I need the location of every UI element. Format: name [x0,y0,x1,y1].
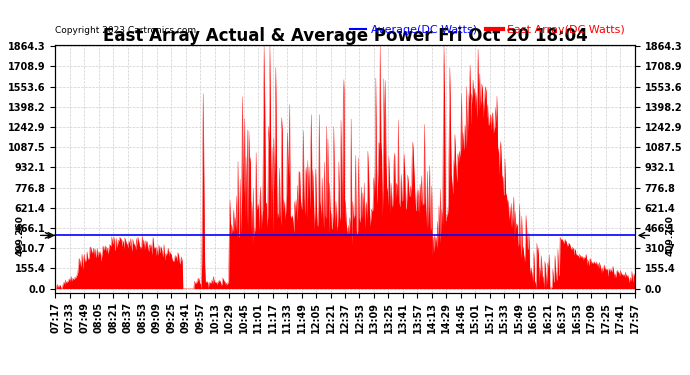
Text: 409.260: 409.260 [16,215,25,256]
Text: Copyright 2023 Cartronics.com: Copyright 2023 Cartronics.com [55,26,197,35]
Legend: Average(DC Watts), East Array(DC Watts): Average(DC Watts), East Array(DC Watts) [346,21,629,40]
Text: 409.260: 409.260 [665,215,674,256]
Title: East Array Actual & Average Power Fri Oct 20 18:04: East Array Actual & Average Power Fri Oc… [103,27,587,45]
